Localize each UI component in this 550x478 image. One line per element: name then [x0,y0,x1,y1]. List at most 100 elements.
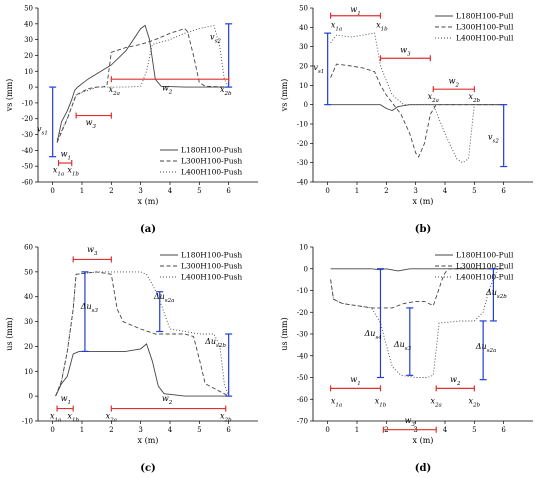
y-tick-label: 40 [299,24,308,32]
annotation-label: w1 [350,5,360,17]
y-tick-label: 60 [24,244,33,252]
y-tick-label: -30 [22,131,33,139]
annotation-label: x1b [375,397,387,409]
x-tick-label: 1 [355,426,359,434]
annotation-label: x2b [469,397,481,409]
series-line-L180H100-Push [55,343,229,397]
y-tick-label: -40 [297,179,308,187]
x-tick-label: 6 [226,187,231,195]
legend-entry: L180H100-Pull [456,12,514,21]
annotation-label: vs1 [37,124,48,136]
series-line-L400H100-Pull [330,268,504,378]
panel-label: (d) [415,463,431,474]
y-tick-label: 40 [24,20,33,28]
y-tick-label: -30 [297,159,308,167]
annotation-label: x1a [53,166,64,178]
y-tick-label: -70 [297,418,308,426]
x-tick-label: 4 [168,187,173,195]
panel-c-chart: -10 0 10 20 30 40 50 60 0 1 2 3 4 5 6 x (m) us (mm) (c) Δu… [5,244,258,474]
annotation-label: x2b [220,412,232,424]
annotation-label: w3 [86,118,97,130]
x-tick-label: 2 [109,426,113,434]
x-tick-label: 6 [226,426,231,434]
y-tick-label: 10 [299,244,308,252]
annotation-label: x1a [331,20,342,32]
x-axis-title: x (m) [413,436,434,445]
legend-entry: L300H100-Pull [456,262,514,271]
x-tick-label: 5 [472,426,476,434]
series-line-L400H100-Push [55,271,230,397]
annotation-label: vs2 [488,132,499,144]
annotation-label: vs2 [210,33,221,45]
legend-entry: L180H100-Push [181,146,242,155]
y-tick-label: 30 [24,318,33,326]
annotation-label: w3 [87,245,98,257]
annotation-label: x2a [106,412,117,424]
series-line-L180H100-Push [56,24,229,143]
y-tick-label: -60 [22,179,33,187]
y-axis-title: vs (mm) [280,79,289,113]
legend-entry: L180H100-Push [181,251,242,260]
y-tick-label: 20 [24,343,33,351]
annotation-label: Δus3 [393,340,412,352]
annotation-label: x1a [331,397,342,409]
annotation-label: Δus2b [485,288,507,300]
y-axis-title: us (mm) [5,317,14,350]
y-tick-label: 30 [299,43,308,51]
x-tick-label: 0 [325,187,329,195]
y-tick-label: -40 [297,352,308,360]
panel-label: (a) [140,224,156,235]
panel-label: (c) [140,463,156,474]
series-line-L400H100-Push [56,24,230,140]
x-tick-label: 2 [109,187,113,195]
y-tick-label: 40 [24,293,33,301]
annotation-label: x1b [376,20,388,32]
y-tick-label: -10 [297,121,308,129]
x-tick-label: 1 [80,187,84,195]
legend-entry: L300H100-Push [181,262,242,271]
x-tick-label: 5 [197,187,201,195]
y-tick-label: -20 [297,309,308,317]
y-tick-label: -10 [22,418,33,426]
legend-entry: L400H100-Push [181,168,242,177]
x-tick-label: 0 [50,426,54,434]
series-line-L300H100-Push [55,271,229,397]
legend-entry: L180H100-Pull [456,251,514,260]
y-tick-label: 50 [299,5,308,13]
annotation-label: x2a [109,85,120,97]
x-tick-label: 0 [325,426,329,434]
panel-label: (b) [415,224,431,235]
legend-entry: L400H100-Push [181,273,242,282]
y-tick-label: 10 [24,68,33,76]
series-line-L180H100-Pull [330,104,504,111]
y-tick-label: 0 [304,101,308,109]
panel-d-chart: -70-60-50-40-30-20-100100123456x (m)us (… [280,244,533,474]
annotation-label: x1a [50,412,61,424]
y-tick-label: 0 [304,265,308,273]
annotation-label: Δus2b [204,337,226,349]
x-axis-title: x (m) [138,197,159,206]
annotation-label: x2a [431,397,442,409]
y-tick-label: -10 [22,99,33,107]
series-line-L300H100-Pull [330,63,504,158]
x-tick-label: 4 [443,426,448,434]
annotation-label: x2b [220,85,232,97]
x-tick-label: 6 [501,426,506,434]
annotation-label: x1b [67,412,79,424]
legend-entry: L400H100-Pull [456,273,514,282]
y-axis-title: us (mm) [280,317,289,350]
annotation-label: w2 [162,83,173,95]
series-line-L180H100-Pull [330,268,504,272]
y-tick-label: 0 [29,84,33,92]
annotation-label: w2 [449,76,460,88]
x-tick-label: 4 [168,426,173,434]
x-tick-label: 3 [138,426,142,434]
y-tick-label: 50 [24,5,33,13]
series-line-L300H100-Push [56,28,229,143]
panel-b-chart: -40 -30 -20 -10 0 10 20 30 40 50 0 1 2 3 4 5 6 x (m) vs (m… [280,5,533,235]
x-tick-label: 0 [50,187,54,195]
x-tick-label: 5 [197,426,201,434]
legend-entry: L400H100-Pull [456,34,514,43]
series-line-L300H100-Pull [330,268,504,309]
